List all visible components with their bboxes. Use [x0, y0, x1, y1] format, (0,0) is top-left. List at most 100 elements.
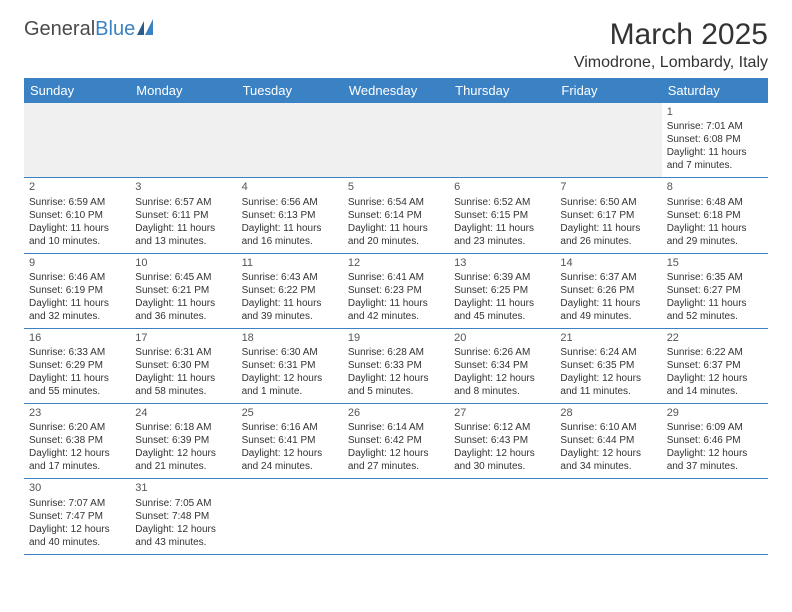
sunrise-line: Sunrise: 7:07 AM: [29, 497, 125, 510]
sunset-line: Sunset: 6:31 PM: [242, 359, 338, 372]
daylight-line: Daylight: 11 hours and 45 minutes.: [454, 297, 550, 323]
day-number: 3: [135, 180, 231, 194]
sunset-line: Sunset: 6:10 PM: [29, 209, 125, 222]
calendar-body: 1Sunrise: 7:01 AMSunset: 6:08 PMDaylight…: [24, 103, 768, 554]
sunset-line: Sunset: 6:46 PM: [667, 434, 763, 447]
sunrise-line: Sunrise: 6:56 AM: [242, 196, 338, 209]
calendar-day: 15Sunrise: 6:35 AMSunset: 6:27 PMDayligh…: [662, 253, 768, 328]
sunrise-line: Sunrise: 6:54 AM: [348, 196, 444, 209]
brand-part2: Blue: [95, 18, 135, 41]
sunset-line: Sunset: 7:48 PM: [135, 510, 231, 523]
daylight-line: Daylight: 11 hours and 13 minutes.: [135, 222, 231, 248]
sunset-line: Sunset: 6:25 PM: [454, 284, 550, 297]
day-number: 12: [348, 256, 444, 270]
calendar-day: 11Sunrise: 6:43 AMSunset: 6:22 PMDayligh…: [237, 253, 343, 328]
calendar-day: 27Sunrise: 6:12 AMSunset: 6:43 PMDayligh…: [449, 404, 555, 479]
flag-icon: [137, 18, 159, 41]
sunset-line: Sunset: 6:18 PM: [667, 209, 763, 222]
calendar-day: 30Sunrise: 7:07 AMSunset: 7:47 PMDayligh…: [24, 479, 130, 554]
day-number: 11: [242, 256, 338, 270]
sunrise-line: Sunrise: 6:39 AM: [454, 271, 550, 284]
sunset-line: Sunset: 6:22 PM: [242, 284, 338, 297]
sunset-line: Sunset: 6:11 PM: [135, 209, 231, 222]
calendar-empty: [130, 103, 236, 178]
sunrise-line: Sunrise: 6:30 AM: [242, 346, 338, 359]
calendar-day: 12Sunrise: 6:41 AMSunset: 6:23 PMDayligh…: [343, 253, 449, 328]
day-number: 31: [135, 481, 231, 495]
sunrise-line: Sunrise: 6:31 AM: [135, 346, 231, 359]
day-number: 13: [454, 256, 550, 270]
sunset-line: Sunset: 6:34 PM: [454, 359, 550, 372]
sunrise-line: Sunrise: 6:28 AM: [348, 346, 444, 359]
calendar-day: 20Sunrise: 6:26 AMSunset: 6:34 PMDayligh…: [449, 328, 555, 403]
day-number: 27: [454, 406, 550, 420]
sunrise-line: Sunrise: 6:33 AM: [29, 346, 125, 359]
sunrise-line: Sunrise: 6:37 AM: [560, 271, 656, 284]
calendar-empty: [343, 103, 449, 178]
daylight-line: Daylight: 11 hours and 20 minutes.: [348, 222, 444, 248]
day-header: Saturday: [662, 78, 768, 103]
sunrise-line: Sunrise: 6:52 AM: [454, 196, 550, 209]
sunset-line: Sunset: 6:44 PM: [560, 434, 656, 447]
calendar-day: 13Sunrise: 6:39 AMSunset: 6:25 PMDayligh…: [449, 253, 555, 328]
calendar-day: 19Sunrise: 6:28 AMSunset: 6:33 PMDayligh…: [343, 328, 449, 403]
day-number: 24: [135, 406, 231, 420]
sunrise-line: Sunrise: 6:14 AM: [348, 421, 444, 434]
day-number: 2: [29, 180, 125, 194]
day-header: Tuesday: [237, 78, 343, 103]
daylight-line: Daylight: 11 hours and 55 minutes.: [29, 372, 125, 398]
day-number: 28: [560, 406, 656, 420]
calendar-day: 26Sunrise: 6:14 AMSunset: 6:42 PMDayligh…: [343, 404, 449, 479]
sunset-line: Sunset: 6:23 PM: [348, 284, 444, 297]
day-number: 14: [560, 256, 656, 270]
sunset-line: Sunset: 6:39 PM: [135, 434, 231, 447]
sunrise-line: Sunrise: 7:01 AM: [667, 120, 763, 133]
day-number: 21: [560, 331, 656, 345]
brand-logo: GeneralBlue: [24, 18, 159, 41]
calendar-week: 30Sunrise: 7:07 AMSunset: 7:47 PMDayligh…: [24, 479, 768, 554]
day-number: 4: [242, 180, 338, 194]
sunset-line: Sunset: 6:08 PM: [667, 133, 763, 146]
sunset-line: Sunset: 6:33 PM: [348, 359, 444, 372]
sunrise-line: Sunrise: 6:57 AM: [135, 196, 231, 209]
daylight-line: Daylight: 12 hours and 8 minutes.: [454, 372, 550, 398]
day-number: 16: [29, 331, 125, 345]
sunset-line: Sunset: 6:26 PM: [560, 284, 656, 297]
day-number: 23: [29, 406, 125, 420]
daylight-line: Daylight: 12 hours and 34 minutes.: [560, 447, 656, 473]
sunrise-line: Sunrise: 6:41 AM: [348, 271, 444, 284]
sunrise-line: Sunrise: 6:09 AM: [667, 421, 763, 434]
title-block: March 2025 Vimodrone, Lombardy, Italy: [574, 18, 768, 72]
calendar-empty: [343, 479, 449, 554]
calendar-week: 2Sunrise: 6:59 AMSunset: 6:10 PMDaylight…: [24, 178, 768, 253]
daylight-line: Daylight: 11 hours and 16 minutes.: [242, 222, 338, 248]
sunrise-line: Sunrise: 6:46 AM: [29, 271, 125, 284]
day-header: Sunday: [24, 78, 130, 103]
day-header: Monday: [130, 78, 236, 103]
sunrise-line: Sunrise: 6:22 AM: [667, 346, 763, 359]
daylight-line: Daylight: 11 hours and 52 minutes.: [667, 297, 763, 323]
day-number: 19: [348, 331, 444, 345]
calendar-empty: [662, 479, 768, 554]
sunset-line: Sunset: 6:35 PM: [560, 359, 656, 372]
calendar-day: 28Sunrise: 6:10 AMSunset: 6:44 PMDayligh…: [555, 404, 661, 479]
day-number: 6: [454, 180, 550, 194]
calendar-day: 14Sunrise: 6:37 AMSunset: 6:26 PMDayligh…: [555, 253, 661, 328]
sunrise-line: Sunrise: 6:18 AM: [135, 421, 231, 434]
day-header: Wednesday: [343, 78, 449, 103]
daylight-line: Daylight: 11 hours and 29 minutes.: [667, 222, 763, 248]
day-header: Friday: [555, 78, 661, 103]
sunrise-line: Sunrise: 6:20 AM: [29, 421, 125, 434]
sunset-line: Sunset: 6:19 PM: [29, 284, 125, 297]
calendar-day: 17Sunrise: 6:31 AMSunset: 6:30 PMDayligh…: [130, 328, 236, 403]
calendar-day: 24Sunrise: 6:18 AMSunset: 6:39 PMDayligh…: [130, 404, 236, 479]
daylight-line: Daylight: 12 hours and 40 minutes.: [29, 523, 125, 549]
calendar-day: 10Sunrise: 6:45 AMSunset: 6:21 PMDayligh…: [130, 253, 236, 328]
sunset-line: Sunset: 6:30 PM: [135, 359, 231, 372]
calendar-day: 22Sunrise: 6:22 AMSunset: 6:37 PMDayligh…: [662, 328, 768, 403]
calendar-week: 1Sunrise: 7:01 AMSunset: 6:08 PMDaylight…: [24, 103, 768, 178]
daylight-line: Daylight: 12 hours and 27 minutes.: [348, 447, 444, 473]
header-row: GeneralBlue March 2025 Vimodrone, Lombar…: [24, 18, 768, 72]
sunset-line: Sunset: 6:42 PM: [348, 434, 444, 447]
calendar-day: 29Sunrise: 6:09 AMSunset: 6:46 PMDayligh…: [662, 404, 768, 479]
